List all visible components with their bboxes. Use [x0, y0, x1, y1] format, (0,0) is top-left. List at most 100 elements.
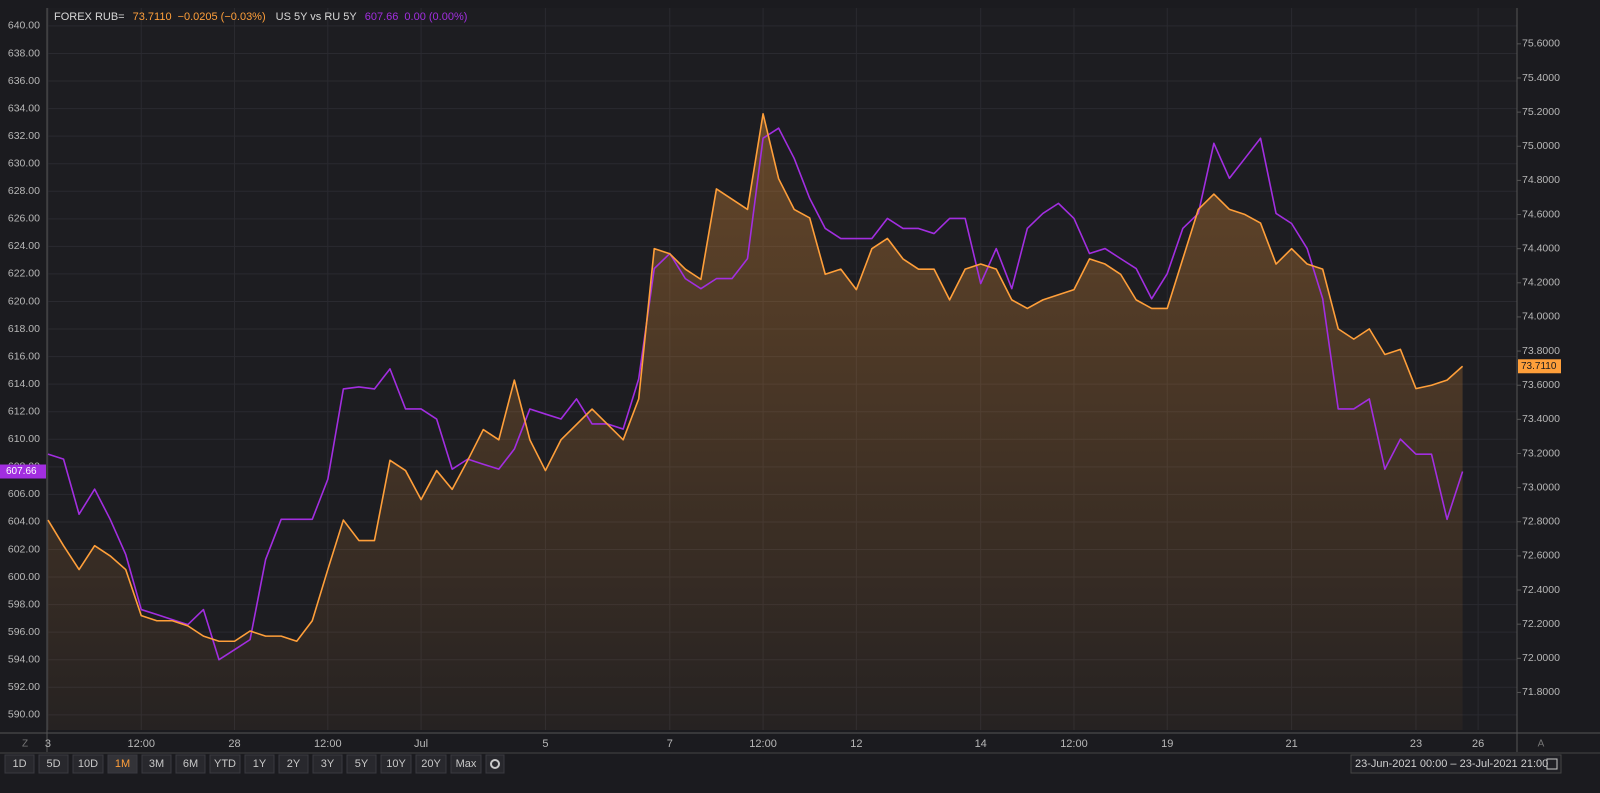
x-tick-label: 3: [45, 738, 51, 750]
range-button[interactable]: 2Y: [287, 758, 301, 770]
y-tick-label: 636.00: [8, 75, 40, 87]
range-button-bg[interactable]: [244, 754, 275, 774]
y-tick-label: 602.00: [8, 543, 40, 555]
legend-change: 0.00 (0.00%): [404, 11, 467, 23]
y2-tick-label: 72.2000: [1522, 618, 1560, 630]
range-button[interactable]: 10D: [78, 758, 98, 770]
range-button[interactable]: 5Y: [355, 758, 369, 770]
y-tick-label: 596.00: [8, 626, 40, 638]
x-tick-label: 12: [850, 738, 862, 750]
legend-name: FOREX RUB=: [54, 11, 125, 23]
settings-icon[interactable]: [490, 759, 500, 769]
y2-tick-label: 74.2000: [1522, 277, 1560, 289]
y-tick-label: 594.00: [8, 654, 40, 666]
series-line: [47, 127, 1464, 661]
y2-tick-label: 73.0000: [1522, 481, 1560, 493]
range-button-bg[interactable]: [450, 754, 482, 774]
x-tick-label: Jul: [414, 738, 428, 750]
range-button[interactable]: 3Y: [321, 758, 335, 770]
range-button[interactable]: 10Y: [386, 758, 406, 770]
range-button-bg[interactable]: [209, 754, 241, 774]
y-tick-label: 638.00: [8, 47, 40, 59]
legend-value: 73.7110: [133, 11, 172, 23]
x-tick-label: 12:00: [127, 738, 155, 750]
last-value-label: 73.7110: [1521, 361, 1557, 372]
range-button-bg[interactable]: [141, 754, 172, 774]
calendar-icon[interactable]: [1546, 758, 1558, 770]
y2-tick-label: 75.4000: [1522, 72, 1560, 84]
last-value-label: 607.66: [6, 466, 37, 477]
y2-tick-label: 73.8000: [1522, 345, 1560, 357]
y-tick-label: 632.00: [8, 130, 40, 142]
range-button[interactable]: 1D: [12, 758, 26, 770]
range-button[interactable]: 6M: [183, 758, 198, 770]
y-tick-label: 606.00: [8, 488, 40, 500]
date-range-bg[interactable]: [1350, 754, 1562, 774]
y2-tick-label: 74.0000: [1522, 311, 1560, 323]
y-tick-label: 600.00: [8, 571, 40, 583]
y-tick-label: 590.00: [8, 709, 40, 721]
range-button[interactable]: 1M: [115, 758, 130, 770]
x-tick-label: 26: [1472, 738, 1484, 750]
y2-tick-label: 74.6000: [1522, 208, 1560, 220]
range-button-bg[interactable]: [415, 754, 447, 774]
range-button-bg[interactable]: [278, 754, 309, 774]
y2-tick-label: 72.4000: [1522, 584, 1560, 596]
area: [47, 113, 1463, 730]
range-button-bg[interactable]: [107, 754, 138, 774]
range-button[interactable]: 3M: [149, 758, 164, 770]
y-tick-label: 614.00: [8, 378, 40, 390]
legend-value: 607.66: [365, 11, 399, 23]
marks: [47, 113, 1464, 730]
range-button-bg[interactable]: [380, 754, 412, 774]
y2-tick-label: 73.2000: [1522, 447, 1560, 459]
x-tick-label: 28: [228, 738, 240, 750]
y2-tick-label: 72.8000: [1522, 516, 1560, 528]
x-tick-label: 12:00: [314, 738, 342, 750]
settings-button-bg[interactable]: [485, 754, 505, 774]
range-button-bg[interactable]: [72, 754, 104, 774]
zoom-button[interactable]: Z: [22, 739, 28, 750]
series-line: [47, 113, 1464, 643]
y2-tick-label: 74.4000: [1522, 242, 1560, 254]
y-tick-label: 604.00: [8, 516, 40, 528]
range-button-bg[interactable]: [312, 754, 343, 774]
y-tick-label: 630.00: [8, 157, 40, 169]
x-tick-label: 21: [1285, 738, 1297, 750]
y-tick-label: 626.00: [8, 213, 40, 225]
y-tick-label: 598.00: [8, 598, 40, 610]
x-tick-label: 14: [975, 738, 987, 750]
y2-tick-label: 75.6000: [1522, 38, 1560, 50]
date-range[interactable]: 23-Jun-2021 00:00 – 23-Jul-2021 21:00: [1355, 758, 1548, 770]
y-tick-label: 620.00: [8, 295, 40, 307]
range-button-bg[interactable]: [4, 754, 35, 774]
x-tick-label: 23: [1410, 738, 1422, 750]
x-tick-label: 5: [542, 738, 548, 750]
y-tick-label: 622.00: [8, 268, 40, 280]
y2-tick-label: 73.4000: [1522, 413, 1560, 425]
y2-tick-label: 72.6000: [1522, 550, 1560, 562]
y2-tick-label: 71.8000: [1522, 686, 1560, 698]
range-button[interactable]: 5D: [46, 758, 60, 770]
y-tick-label: 624.00: [8, 240, 40, 252]
range-button[interactable]: Max: [456, 758, 477, 770]
range-button[interactable]: 1Y: [253, 758, 267, 770]
range-button-bg[interactable]: [346, 754, 377, 774]
range-button[interactable]: 20Y: [421, 758, 441, 770]
legend-name: US 5Y vs RU 5Y: [276, 11, 358, 23]
auto-button[interactable]: A: [1538, 739, 1545, 750]
range-button-bg[interactable]: [175, 754, 206, 774]
range-button-bg[interactable]: [38, 754, 69, 774]
last-value-badge: [1518, 359, 1561, 374]
legend: FOREX RUB= 73.7110 −0.0205 (−0.03%) US 5Y v…: [54, 11, 467, 23]
y-tick-label: 640.00: [8, 20, 40, 32]
y2-tick-label: 74.8000: [1522, 174, 1560, 186]
y-tick-label: 610.00: [8, 433, 40, 445]
x-tick-label: 12:00: [1060, 738, 1088, 750]
y-tick-label: 634.00: [8, 102, 40, 114]
y-tick-label: 616.00: [8, 350, 40, 362]
range-button[interactable]: YTD: [214, 758, 236, 770]
last-value-badge: [0, 464, 46, 479]
